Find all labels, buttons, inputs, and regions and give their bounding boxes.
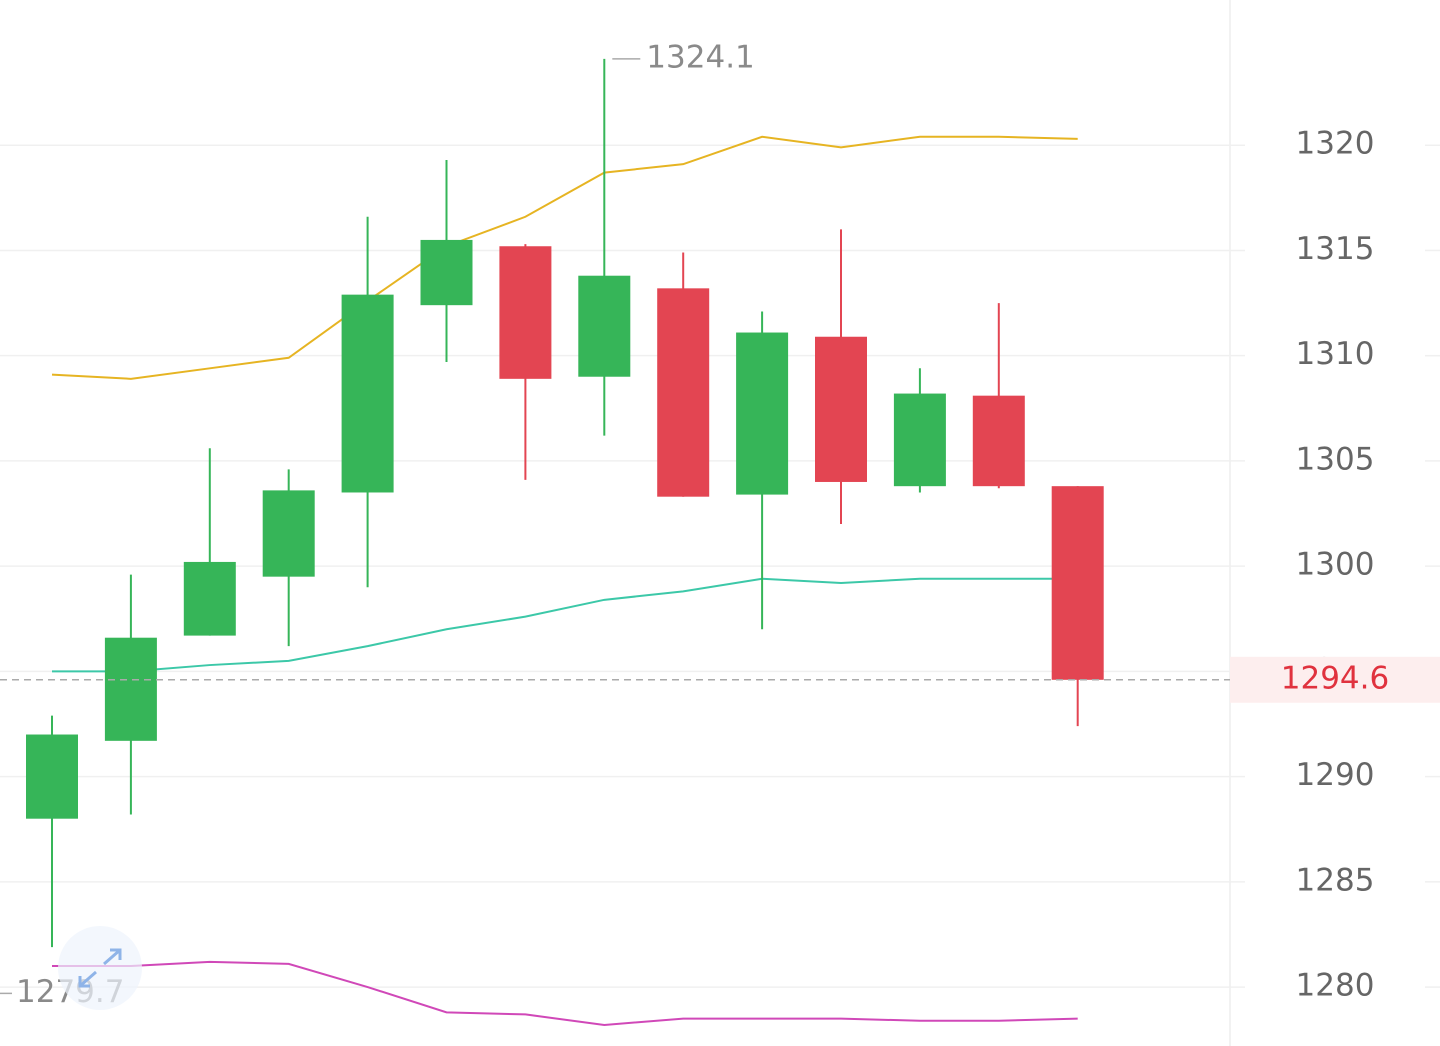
candle-body (499, 246, 552, 379)
middle-band (52, 577, 1078, 673)
y-tick-label: 1310 (1296, 336, 1375, 372)
candle-body (1051, 486, 1104, 680)
lower-band (52, 960, 1078, 1026)
last-price-badge (1230, 656, 1440, 703)
candle-body (104, 637, 157, 741)
y-tick-label: 1305 (1296, 441, 1375, 477)
expand-icon (78, 948, 122, 988)
upper-band (51, 135, 1078, 380)
last-price-label: 1294.6 (1281, 660, 1389, 696)
max-label: 1324.1 (646, 39, 754, 75)
candle-body (657, 288, 710, 497)
y-tick-label: 1285 (1296, 862, 1375, 898)
candle-body (420, 239, 473, 306)
candle-body (26, 734, 78, 819)
candle-body (262, 490, 315, 577)
y-tick-label: 1280 (1296, 968, 1375, 1004)
candle-body (736, 332, 789, 495)
y-tick-label: 1320 (1296, 126, 1375, 162)
expand-button[interactable] (58, 926, 142, 1010)
y-tick-label: 1315 (1296, 231, 1375, 267)
candle-body (893, 393, 946, 487)
candle-body (183, 561, 236, 636)
candle-body (972, 395, 1025, 487)
candle-body (578, 275, 631, 377)
candle-body (815, 336, 867, 482)
y-tick-label: 1300 (1296, 547, 1375, 583)
candle-body (341, 294, 394, 493)
y-tick-label: 1290 (1296, 757, 1375, 793)
